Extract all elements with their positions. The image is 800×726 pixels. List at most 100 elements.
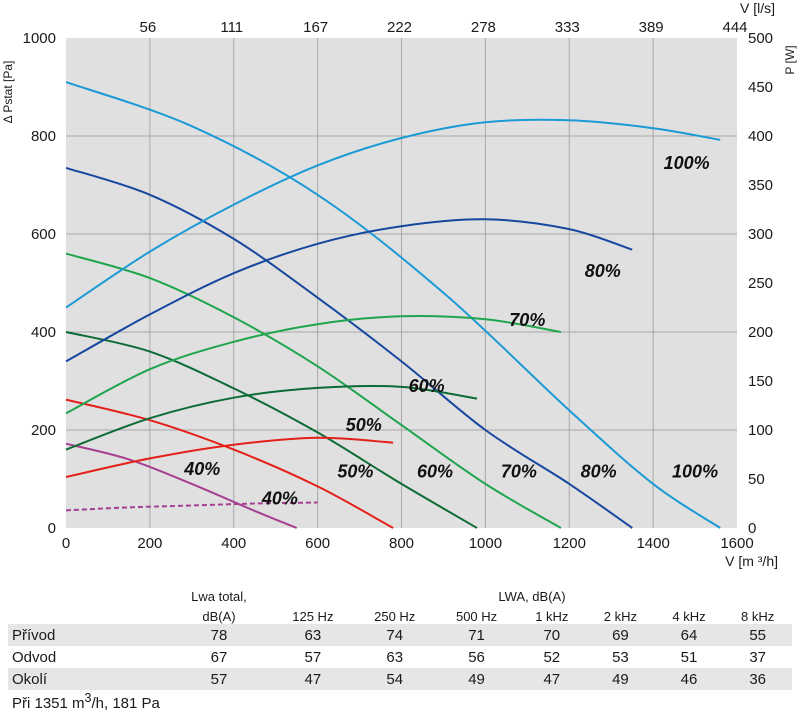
right-y-tick-label: 300: [748, 226, 773, 243]
x-tick-label: 0: [62, 535, 70, 552]
cell: 36: [723, 668, 792, 690]
right-axis-ticks: 0 50 100 150 200 250 300 350 400 450 500: [748, 30, 773, 537]
cell: 63: [386, 648, 404, 666]
right-y-tick-label: 200: [748, 324, 773, 341]
cell: 63: [271, 624, 354, 646]
x-tick-label: 1400: [636, 535, 669, 552]
header-band: 500 Hz: [455, 609, 498, 624]
header-band: 1 kHz: [535, 609, 569, 624]
top-tick-label: 278: [471, 19, 496, 36]
right-y-tick-label: 400: [748, 128, 773, 145]
top-tick-label: 389: [639, 19, 664, 36]
cell: 56: [468, 648, 485, 666]
cell: 47: [517, 668, 587, 690]
curve-label: 50%: [346, 415, 382, 435]
cell: 46: [654, 668, 724, 690]
cell: 49: [435, 668, 518, 690]
header-total: Lwa total,: [191, 589, 247, 604]
curve-label: 70%: [501, 462, 537, 482]
cell: 69: [586, 624, 655, 646]
x-axis-top-label: V [l/s]: [740, 0, 775, 16]
power-curve-70pct: [65, 315, 562, 415]
left-y-tick-label: 800: [31, 128, 56, 145]
power-curve-50pct: [65, 436, 394, 478]
row-name: Odvod: [12, 648, 57, 666]
curve-label: 50%: [337, 462, 373, 482]
x-tick-label: 200: [137, 535, 162, 552]
header-band: 125 Hz: [292, 609, 334, 624]
cell: 64: [654, 624, 724, 646]
top-axis-ticks: 56 111 167 222 278 333 389 444: [140, 19, 748, 36]
x-tick-label: 1600: [720, 535, 753, 552]
top-tick-label: 333: [555, 19, 580, 36]
left-y-tick-label: 1000: [23, 30, 56, 47]
curve-label: 100%: [664, 153, 710, 173]
x-tick-label: 400: [221, 535, 246, 552]
pressure-curve-100pct: [65, 81, 721, 529]
top-tick-label: 111: [220, 19, 243, 36]
curve-label: 60%: [417, 462, 453, 482]
curve-label: 80%: [581, 462, 617, 482]
cell: 53: [612, 648, 629, 666]
cell: 57: [304, 648, 322, 666]
power-curve-60pct: [65, 384, 478, 451]
left-y-tick-label: 600: [31, 226, 56, 243]
cell-total: 78: [166, 624, 272, 646]
top-tick-label: 222: [387, 19, 412, 36]
header-lwa-group: LWA, dB(A): [498, 589, 566, 604]
cell-total: 57: [166, 668, 272, 690]
table-header-row-2: dB(A) 125 Hz 250 Hz 500 Hz 1 kHz 2 kHz 4…: [8, 604, 792, 624]
right-y-tick-label: 50: [748, 471, 765, 488]
x-tick-label: 800: [389, 535, 414, 552]
cell: 74: [353, 624, 436, 646]
pressure-curves: [65, 81, 721, 529]
curve-label: 80%: [585, 261, 621, 281]
power-curve-40pct: [65, 501, 318, 512]
header-band: 8 kHz: [741, 609, 775, 624]
cell: 49: [586, 668, 655, 690]
left-y-tick-label: 200: [31, 422, 56, 439]
operating-point-note: Při 1351 m3/h, 181 Pa: [12, 690, 160, 712]
top-tick-label: 167: [303, 19, 328, 36]
x-tick-label: 600: [305, 535, 330, 552]
table-row: Okolí 57 47 54 49 47 49 46 36: [8, 668, 792, 690]
x-axis-label: V [m ³/h]: [725, 553, 778, 569]
header-total-unit: dB(A): [202, 609, 236, 624]
power-curve-80pct: [65, 218, 633, 363]
cell: 47: [271, 668, 354, 690]
left-y-tick-label: 0: [48, 520, 56, 537]
table-row: Odvod 67 57 63 56 52 53 51 37: [8, 646, 792, 668]
right-y-tick-label: 0: [748, 520, 756, 537]
cell: 70: [517, 624, 587, 646]
sound-power-table: Lwa total, LWA, dB(A) dB(A) 125 Hz 250 H…: [8, 584, 792, 712]
left-axis-ticks: 0 200 400 600 800 1000: [23, 30, 56, 537]
cell: 54: [353, 668, 436, 690]
table-row: Přívod 78 63 74 71 70 69 64 55: [8, 624, 792, 646]
curve-label: 100%: [672, 462, 718, 482]
cell: 51: [680, 648, 698, 666]
right-y-tick-label: 350: [748, 177, 773, 194]
header-band: 4 kHz: [672, 609, 706, 624]
cell: 52: [543, 648, 561, 666]
right-y-tick-label: 500: [748, 30, 773, 47]
y-axis-right-label: P [W]: [783, 45, 797, 74]
cell-total: 67: [210, 648, 228, 666]
curve-label: 60%: [409, 376, 445, 396]
curve-label: 70%: [509, 310, 545, 330]
right-y-tick-label: 150: [748, 373, 773, 390]
x-tick-label: 1200: [553, 535, 586, 552]
power-curve-100pct: [65, 118, 721, 309]
pressure-curve-40pct: [65, 442, 298, 529]
curve-label: 40%: [261, 489, 298, 509]
top-tick-label: 56: [140, 19, 157, 36]
x-tick-label: 1000: [469, 535, 502, 552]
table-note-row: Při 1351 m3/h, 181 Pa: [8, 690, 792, 712]
row-name: Přívod: [8, 624, 166, 646]
fan-performance-chart: 0 200 400 600 800 1000 1200 1400 1600 0 200 400 600…: [1, 0, 797, 569]
pressure-curve-60pct: [65, 331, 478, 529]
header-band: 2 kHz: [603, 609, 638, 624]
cell: 55: [723, 624, 792, 646]
y-axis-left-label: Δ Pstat [Pa]: [1, 61, 15, 124]
curve-labels: 100% 80% 70% 60% 50% 40% 40% 50% 60% 70% 80% 100%: [183, 153, 718, 509]
curve-label: 40%: [183, 459, 220, 479]
